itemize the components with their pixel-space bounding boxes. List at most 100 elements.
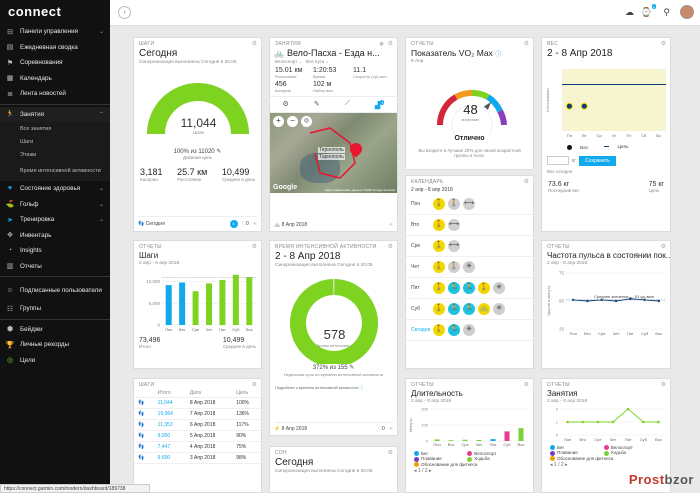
tab-chart[interactable]: ⟋ (344, 100, 350, 107)
pager-next[interactable]: ▸ (565, 461, 568, 468)
pager-prev[interactable]: ◂ (414, 467, 417, 474)
running-icon[interactable]: 🏃 (448, 324, 460, 336)
walking-icon[interactable]: 🚶 (448, 261, 460, 273)
table-row[interactable]: 👣 15,064 7 Апр 2018 136% (134, 408, 261, 420)
strength-icon[interactable]: ⟷ (448, 219, 460, 231)
info-icon[interactable]: ⓘ (495, 52, 502, 58)
activity-map[interactable]: + − ◎ Тернополь Тарнополь Google Картогр… (270, 113, 397, 194)
zoom-in-button[interactable]: + (273, 116, 284, 128)
pager-prev[interactable]: ◂ (550, 461, 553, 468)
walking-icon[interactable]: 🚶 (433, 240, 445, 252)
location-icon[interactable]: ⚲ (663, 7, 670, 17)
share-icon[interactable]: ⋖ (388, 426, 393, 432)
like-icon[interactable]: ♡ (377, 426, 383, 432)
cell-total[interactable]: 11,353 (153, 419, 186, 431)
gear-icon[interactable]: ⚙ (523, 382, 529, 388)
cardio-icon[interactable]: ✳ (493, 282, 505, 294)
gear-icon[interactable]: ⚙ (251, 382, 257, 388)
sidebar-item-golf[interactable]: ⛳ Гольф ⌄ (5, 200, 104, 209)
table-row[interactable]: 👣 9,600 3 Апр 2018 98% (134, 452, 261, 464)
table-row[interactable]: 👣 11,353 6 Апр 2018 117% (134, 419, 261, 431)
sidebar-item-insights[interactable]: ◔ Insights (0, 243, 110, 259)
sidebar-item-calendar[interactable]: ▦ Календарь (6, 74, 52, 83)
sidebar-item-groups[interactable]: ☷ Группы (6, 305, 41, 313)
sidebar-item-challenges[interactable]: ⚑ Соревнования (6, 59, 63, 67)
sidebar-item-daily-summary[interactable]: ▤ Ежедневная сводка (6, 43, 78, 52)
walking-icon[interactable]: 🚶 (478, 282, 490, 294)
gear-icon[interactable]: ⚙ (251, 244, 257, 250)
edit-icon[interactable]: ✎ (349, 365, 355, 371)
tab-edit[interactable]: ✎ (313, 101, 320, 108)
walking-icon[interactable]: 🚶 (448, 198, 460, 210)
strength-icon[interactable]: ⟷ (448, 240, 460, 252)
sidebar-toggle-button[interactable]: › (118, 6, 131, 19)
walking-icon[interactable]: 🚶 (433, 282, 445, 294)
cardio-icon[interactable]: ✳ (463, 261, 475, 273)
avatar[interactable] (680, 5, 694, 19)
gear-icon[interactable]: ⚙ (660, 382, 666, 388)
running-icon[interactable]: 🏃 (448, 282, 460, 294)
running-icon[interactable]: 🏃 (463, 303, 475, 315)
layers-button[interactable]: ◎ (301, 116, 312, 128)
gear-icon[interactable]: ⚙ (523, 41, 529, 47)
table-row[interactable]: 👣 9,950 5 Апр 2018 90% (134, 430, 261, 442)
strength-icon[interactable]: ⟷ (463, 198, 475, 210)
cell-total[interactable]: 11,044 (153, 397, 186, 409)
gear-icon[interactable]: ⚙ (387, 244, 393, 250)
sidebar-item-training[interactable]: ➤ Тренировка ⌄ (0, 212, 110, 228)
table-row[interactable]: 👣 11,044 8 Апр 2018 100% (134, 397, 261, 409)
activity-title[interactable]: Вело-Пасха - Езда н... (286, 48, 380, 58)
sidebar-item-floors[interactable]: Этажи (0, 148, 110, 161)
cycling-icon[interactable]: 🚲 (478, 303, 490, 315)
walking-icon[interactable]: 🚶 (433, 198, 445, 210)
sidebar-item-dashboards[interactable]: ⊟ Панели управления ⌄ (0, 24, 110, 40)
running-icon[interactable]: 🏃 (463, 282, 475, 294)
gear-icon[interactable]: ⚙ (251, 41, 257, 47)
sidebar-item-health-stats[interactable]: ♥ Состояние здоровья ⌄ (0, 181, 110, 197)
cell-total[interactable]: 7,447 (153, 441, 186, 453)
cell-total[interactable]: 9,950 (153, 430, 186, 442)
weight-input[interactable] (547, 156, 569, 166)
sidebar-item-personal-records[interactable]: 🏆 Личные рекорды (5, 341, 70, 349)
tab-settings[interactable]: ⚙ (282, 101, 289, 108)
sidebar-item-steps[interactable]: Шаги (0, 135, 110, 148)
gear-icon[interactable]: ⚙ (660, 41, 666, 47)
cell-total[interactable]: 15,064 (153, 408, 186, 420)
sidebar-item-all-activities[interactable]: Все занятия (0, 122, 110, 135)
walking-icon[interactable]: 🚶 (433, 261, 445, 273)
sidebar-item-intensity-minutes[interactable]: Время интенсивной активности (0, 161, 110, 181)
cell-total[interactable]: 9,600 (153, 452, 186, 464)
move-icon[interactable]: ✥ (378, 42, 384, 48)
info-icon[interactable]: ⓘ (359, 386, 364, 390)
sidebar-item-goals[interactable]: ◎ Цели (6, 356, 36, 365)
gear-icon[interactable]: ⚙ (387, 41, 393, 47)
sidebar-item-gear[interactable]: ✥ Инвентарь (0, 228, 110, 244)
upload-icon[interactable]: ☁ (625, 7, 634, 17)
save-weight-button[interactable]: Сохранить (579, 155, 616, 166)
device-icon[interactable]: ⌚ (640, 7, 652, 17)
gear-icon[interactable]: ⚙ (523, 179, 529, 185)
sidebar-item-badges[interactable]: ⬢ Бейджи (6, 325, 43, 334)
garmin-connect-logo[interactable]: connect (8, 4, 62, 19)
pager-next[interactable]: ▸ (429, 467, 432, 474)
running-icon[interactable]: 🏃 (448, 303, 460, 315)
edit-icon[interactable]: ✎ (216, 149, 222, 155)
gear-icon[interactable]: ⚙ (660, 244, 666, 250)
cardio-icon[interactable]: ✳ (463, 324, 475, 336)
learn-more-link[interactable]: Подробнее о времени интенсивной активнос… (275, 386, 359, 390)
sidebar-item-connections[interactable]: ☺ Подписанные пользователи (6, 286, 102, 294)
cardio-icon[interactable]: ✳ (493, 303, 505, 315)
walking-icon[interactable]: 🚶 (433, 303, 445, 315)
walking-icon[interactable]: 🚶 (433, 219, 445, 231)
zoom-out-button[interactable]: − (287, 116, 298, 128)
walking-icon[interactable]: 🚶 (433, 324, 445, 336)
share-icon[interactable]: ⋖ (388, 222, 393, 228)
share-icon[interactable]: ⋖ (252, 221, 257, 227)
like-icon[interactable]: ♡ (241, 221, 247, 227)
sidebar-item-activities[interactable]: 🏃 Занятия ⌃ (0, 106, 110, 122)
sidebar-item-reports[interactable]: ▥ Отчеты (6, 262, 42, 271)
sidebar-item-newsfeed[interactable]: ≣ Лента новостей (0, 86, 110, 102)
tab-stats[interactable]: ▟1 (374, 100, 385, 110)
table-row[interactable]: 👣 7,447 4 Апр 2018 75% (134, 441, 261, 453)
gear-icon[interactable]: ⚙ (387, 450, 393, 456)
